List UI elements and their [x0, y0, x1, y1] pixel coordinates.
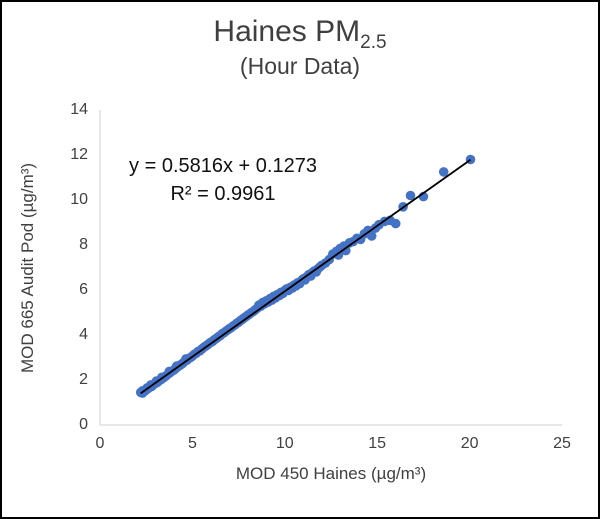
x-tick-label: 15: [368, 435, 387, 452]
data-point: [341, 245, 351, 256]
y-tick-label: 2: [79, 371, 88, 388]
y-tick-label: 4: [79, 326, 88, 343]
y-tick-label: 12: [70, 146, 88, 163]
y-axis-title: MOD 665 Audit Pod (µg/m³): [18, 162, 37, 373]
x-tick-label: 10: [275, 435, 294, 452]
chart-title: Haines PM2.5: [2, 14, 598, 54]
y-tick-label: 14: [70, 101, 88, 118]
chart-subtitle: (Hour Data): [239, 53, 361, 79]
trendline-equation-line1: y = 0.5816x + 0.1273: [129, 155, 317, 177]
data-point: [438, 167, 449, 177]
x-tick-label: 0: [95, 435, 105, 452]
x-tick-label: 5: [187, 435, 197, 452]
data-point: [366, 231, 377, 241]
y-tick-label: 10: [70, 191, 88, 208]
y-tick-label: 8: [79, 236, 88, 253]
y-tick-label: 6: [79, 281, 88, 298]
data-point: [390, 218, 401, 229]
axis-lines: [99, 110, 562, 426]
data-point: [405, 190, 416, 201]
x-tick-label: 25: [553, 435, 571, 452]
trendline-equation: y = 0.5816x + 0.1273 R² = 0.9961: [112, 152, 334, 208]
trendline-segment: [140, 159, 472, 395]
x-axis-title: MOD 450 Haines (µg/m³): [235, 464, 427, 483]
x-tick-label: 20: [460, 435, 479, 452]
trendline-equation-line2: R² = 0.9961: [170, 183, 276, 205]
chart-title-subscript: 2.5: [360, 32, 387, 53]
trendline: [140, 159, 472, 395]
y-tick-label: 0: [79, 416, 88, 433]
chart-title-main: Haines PM: [213, 15, 361, 48]
